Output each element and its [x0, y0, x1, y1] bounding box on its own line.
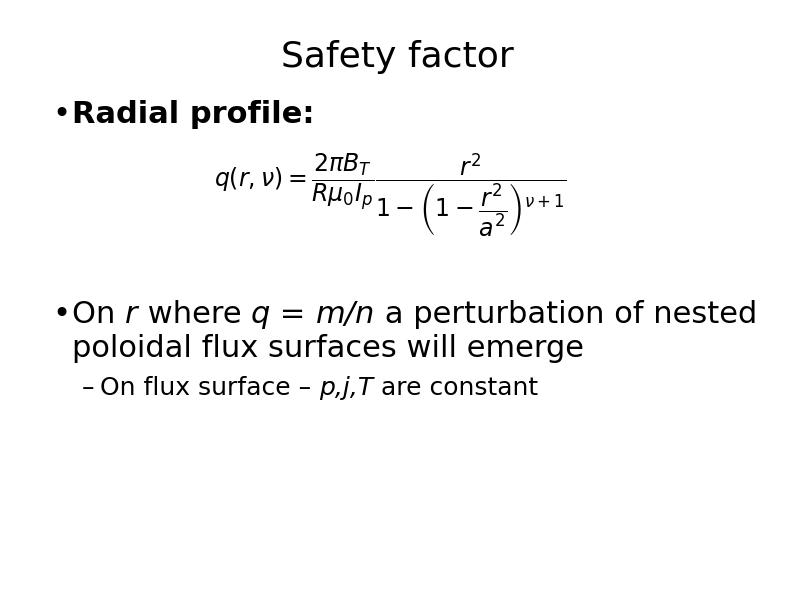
Text: On: On — [72, 300, 125, 329]
Text: a perturbation of nested: a perturbation of nested — [375, 300, 757, 329]
Text: poloidal flux surfaces will emerge: poloidal flux surfaces will emerge — [72, 334, 584, 363]
Text: Safety factor: Safety factor — [280, 40, 514, 74]
Text: =: = — [271, 300, 315, 329]
Text: –: – — [82, 376, 94, 400]
Text: •: • — [52, 100, 70, 129]
Text: On flux surface –: On flux surface – — [100, 376, 319, 400]
Text: where: where — [137, 300, 251, 329]
Text: p,j,T: p,j,T — [319, 376, 373, 400]
Text: are constant: are constant — [373, 376, 538, 400]
Text: Radial profile:: Radial profile: — [72, 100, 314, 129]
Text: m/n: m/n — [315, 300, 375, 329]
Text: r: r — [125, 300, 137, 329]
Text: q: q — [251, 300, 271, 329]
Text: •: • — [52, 300, 70, 329]
Text: $q(r, \nu) = \dfrac{2\pi B_T}{R\mu_0 I_p} \dfrac{r^2}{1 - \left(1 - \dfrac{r^2}{: $q(r, \nu) = \dfrac{2\pi B_T}{R\mu_0 I_p… — [214, 151, 566, 239]
